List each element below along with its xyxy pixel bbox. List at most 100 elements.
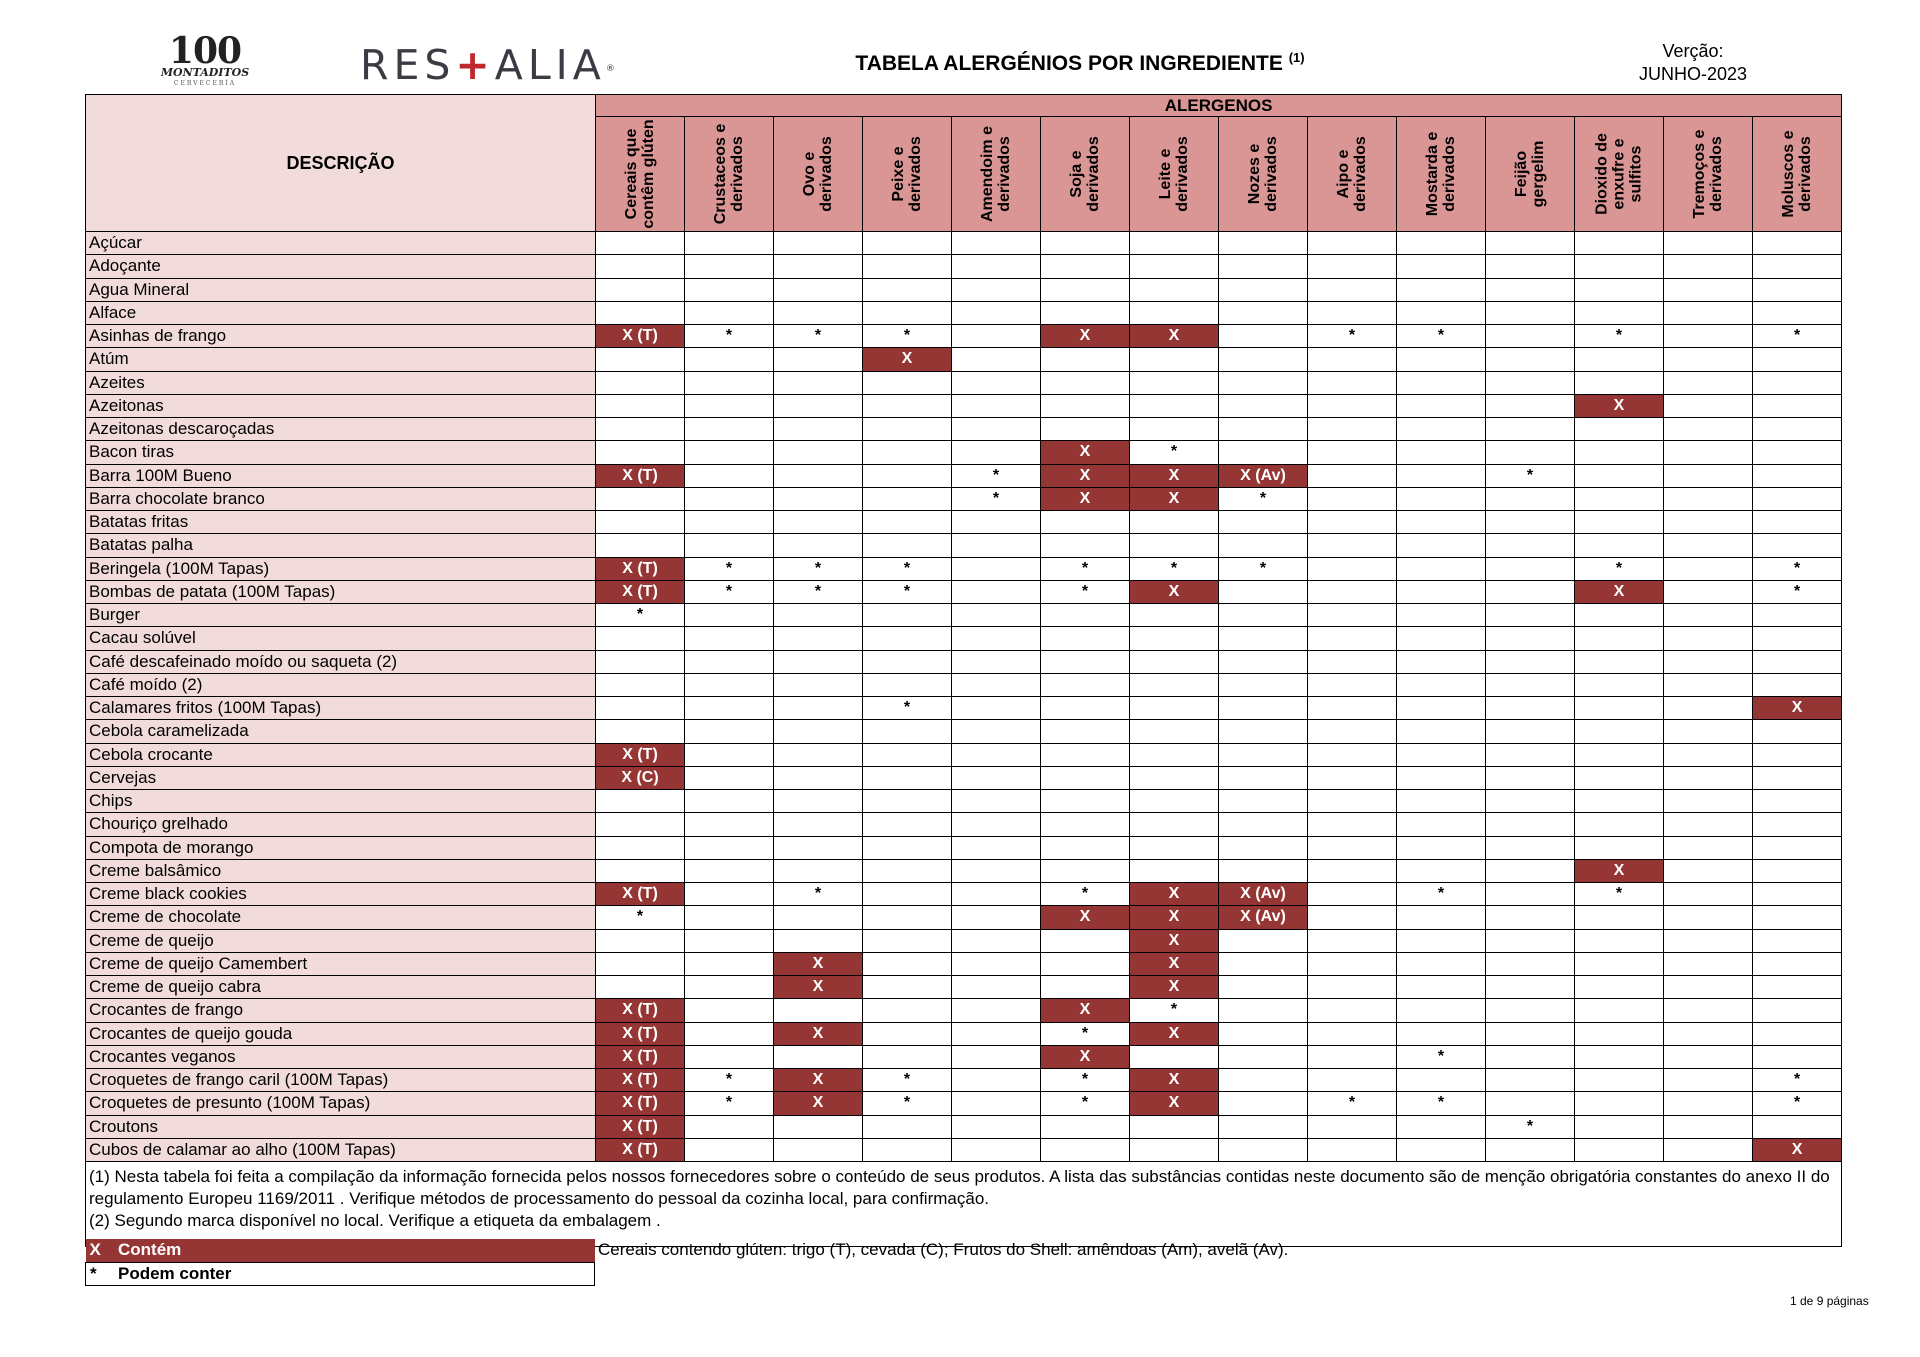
empty-cell bbox=[951, 974, 1041, 1000]
empty-cell bbox=[951, 858, 1041, 884]
empty-cell bbox=[951, 1114, 1041, 1139]
table-row: Cebola caramelizada bbox=[85, 719, 1843, 744]
empty-cell bbox=[1663, 672, 1753, 698]
empty-cell bbox=[1396, 370, 1486, 395]
empty-cell bbox=[1663, 1114, 1753, 1139]
empty-cell bbox=[1218, 300, 1308, 326]
empty-cell bbox=[1307, 998, 1397, 1023]
empty-cell bbox=[862, 998, 952, 1023]
empty-cell bbox=[1485, 370, 1575, 395]
empty-cell bbox=[773, 742, 863, 767]
empty-cell bbox=[1396, 951, 1486, 977]
empty-cell bbox=[1663, 742, 1753, 767]
may-contain-cell: * bbox=[862, 323, 952, 349]
empty-cell bbox=[1574, 649, 1664, 674]
empty-cell bbox=[951, 579, 1041, 605]
empty-cell bbox=[1663, 951, 1753, 977]
empty-cell bbox=[1396, 695, 1486, 721]
empty-cell bbox=[684, 765, 774, 791]
table-row: Creme balsâmico X bbox=[85, 858, 1843, 884]
empty-cell bbox=[595, 277, 685, 302]
allergen-column-header: Crustaceos e derivados bbox=[684, 116, 774, 232]
ingredient-name: Creme balsâmico bbox=[85, 858, 596, 884]
empty-cell bbox=[1129, 1114, 1219, 1139]
empty-cell bbox=[684, 230, 774, 256]
empty-cell bbox=[684, 1021, 774, 1046]
empty-cell bbox=[773, 509, 863, 535]
empty-cell bbox=[1663, 323, 1753, 349]
empty-cell bbox=[1751, 788, 1843, 814]
allergen-column-label: Peixe e derivados bbox=[890, 136, 924, 212]
allergen-column-header: Mostarda e derivados bbox=[1396, 116, 1486, 232]
empty-cell bbox=[1485, 672, 1575, 698]
contains-cell: X (T) bbox=[595, 323, 685, 349]
ingredient-name: Creme de queijo bbox=[85, 928, 596, 953]
empty-cell bbox=[1663, 393, 1753, 419]
footnotes: (1) Nesta tabela foi feita a compilação … bbox=[84, 1161, 1843, 1247]
allergen-column-header: Peixe e derivados bbox=[862, 116, 952, 232]
table-row: Chips bbox=[85, 788, 1843, 814]
empty-cell bbox=[773, 788, 863, 814]
empty-cell bbox=[1396, 1021, 1486, 1046]
empty-cell bbox=[1040, 812, 1130, 837]
empty-cell bbox=[1485, 695, 1575, 721]
empty-cell bbox=[1307, 533, 1397, 558]
empty-cell bbox=[1396, 440, 1486, 465]
empty-cell bbox=[1485, 602, 1575, 628]
contains-cell: X (T) bbox=[595, 1044, 685, 1070]
empty-cell bbox=[1129, 533, 1219, 558]
contains-cell: X (T) bbox=[595, 1067, 685, 1093]
empty-cell bbox=[595, 486, 685, 512]
empty-cell bbox=[1307, 1137, 1397, 1163]
empty-cell bbox=[1485, 998, 1575, 1023]
contains-cell: X bbox=[1751, 695, 1843, 721]
ingredient-name: Azeitonas bbox=[85, 393, 596, 419]
empty-cell bbox=[1485, 277, 1575, 302]
empty-cell bbox=[1307, 393, 1397, 419]
table-row: Creme de queijo Camembert X X bbox=[85, 951, 1843, 977]
ingredient-name: Chips bbox=[85, 788, 596, 814]
contains-cell: X (T) bbox=[595, 463, 685, 488]
empty-cell bbox=[1485, 1137, 1575, 1163]
may-contain-cell: * bbox=[773, 556, 863, 581]
allergen-column-header: Aipo e derivados bbox=[1307, 116, 1397, 232]
empty-cell bbox=[1574, 1091, 1664, 1116]
page-title: TABELA ALERGÉNIOS POR INGREDIENTE (1) bbox=[820, 50, 1340, 76]
empty-cell bbox=[1574, 672, 1664, 698]
empty-cell bbox=[1396, 974, 1486, 1000]
ingredient-name: Bacon tiras bbox=[85, 440, 596, 465]
allergen-column-header: Dioxido de enxufre e sulfitos bbox=[1574, 116, 1664, 232]
empty-cell bbox=[773, 812, 863, 837]
contains-cell: X bbox=[1129, 1021, 1219, 1046]
empty-cell bbox=[773, 719, 863, 744]
empty-cell bbox=[1218, 951, 1308, 977]
logo-restalia-mark: ® bbox=[605, 64, 615, 74]
allergen-column-header: Tremoços e derivados bbox=[1663, 116, 1753, 232]
empty-cell bbox=[1751, 440, 1843, 465]
empty-cell bbox=[1396, 626, 1486, 651]
empty-cell bbox=[684, 1137, 774, 1163]
ingredient-name: Asinhas de frango bbox=[85, 323, 596, 349]
empty-cell bbox=[951, 533, 1041, 558]
empty-cell bbox=[951, 556, 1041, 581]
empty-cell bbox=[951, 719, 1041, 744]
version-block: Verção: JUNHO-2023 bbox=[1628, 40, 1758, 86]
empty-cell bbox=[1574, 788, 1664, 814]
allergen-column-label: Mostarda e derivados bbox=[1424, 131, 1458, 217]
empty-cell bbox=[1574, 695, 1664, 721]
empty-cell bbox=[595, 509, 685, 535]
empty-cell bbox=[1396, 719, 1486, 744]
empty-cell bbox=[951, 672, 1041, 698]
empty-cell bbox=[1396, 416, 1486, 442]
empty-cell bbox=[773, 905, 863, 930]
empty-cell bbox=[1307, 370, 1397, 395]
table-row: Creme de queijo cabra X X bbox=[85, 974, 1843, 1000]
contains-cell: X bbox=[1040, 440, 1130, 465]
ingredient-name: Croquetes de presunto (100M Tapas) bbox=[85, 1091, 596, 1116]
empty-cell bbox=[1218, 509, 1308, 535]
logo-restalia: RES+ALIA® bbox=[360, 40, 615, 90]
contains-cell: X (T) bbox=[595, 1137, 685, 1163]
empty-cell bbox=[1307, 951, 1397, 977]
legend-note: Cereais contendo glúten: trigo (T), ceva… bbox=[598, 1240, 1289, 1259]
may-contain-cell: * bbox=[1574, 556, 1664, 581]
